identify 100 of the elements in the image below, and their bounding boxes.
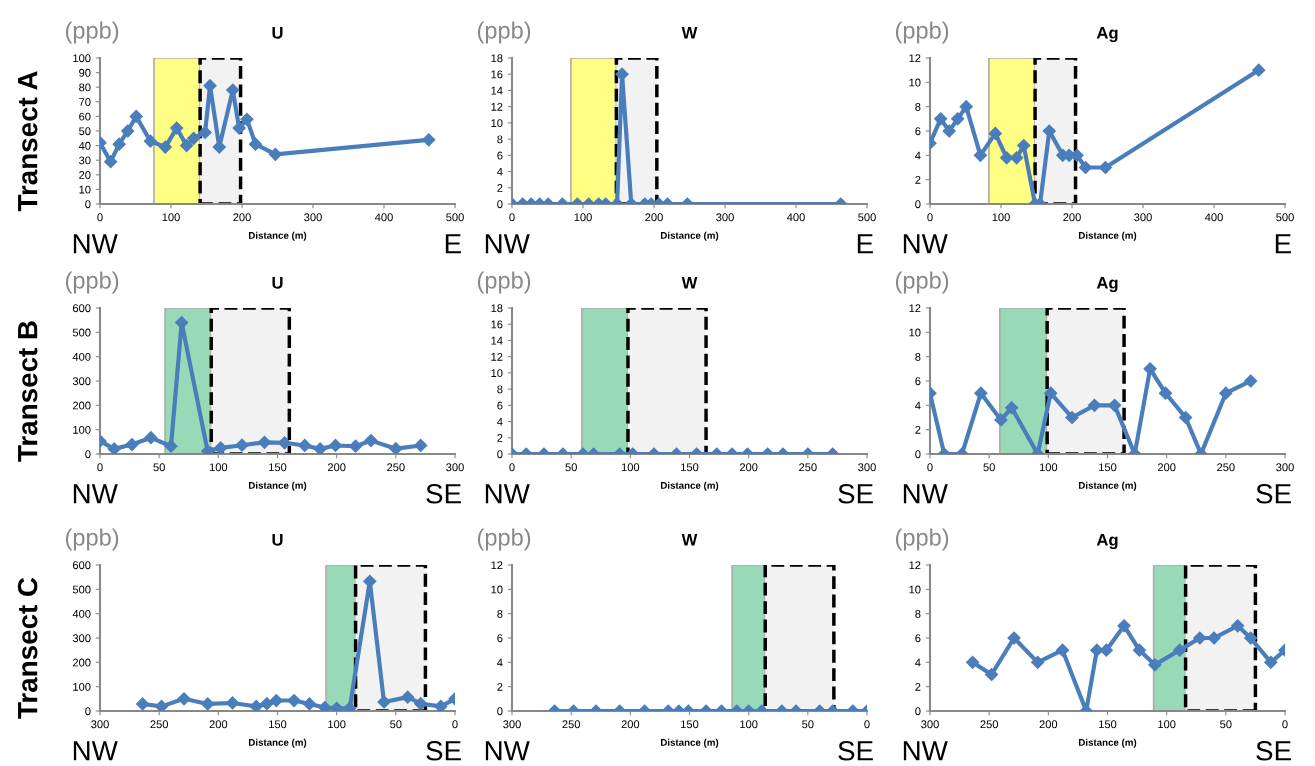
- y-tick-label: 0: [497, 450, 503, 459]
- y-tick-label: 10: [909, 585, 921, 594]
- y-tick-label: 6: [497, 151, 503, 160]
- y-tick-label: 300: [72, 634, 91, 643]
- point: [934, 112, 948, 126]
- text: NW: [903, 484, 948, 504]
- point: [1158, 386, 1173, 400]
- point: [1044, 386, 1058, 400]
- x-tick-label: 250: [980, 720, 998, 729]
- x-tick-label: 200: [1039, 720, 1058, 729]
- y-tick-label: 2: [915, 175, 921, 184]
- point: [1193, 631, 1207, 645]
- point: [1007, 631, 1021, 645]
- y-tick-label: 600: [73, 304, 91, 313]
- y-tick-label: 6: [915, 634, 921, 643]
- x-tick-label: 50: [983, 463, 995, 472]
- y-tick-label: 100: [73, 54, 91, 63]
- y-tick-label: 12: [909, 54, 921, 63]
- point: [302, 697, 317, 711]
- x-tick-label: 300: [921, 720, 939, 729]
- point: [298, 438, 312, 453]
- y-tick-label: 10: [491, 119, 503, 128]
- chart-title: W: [681, 277, 698, 289]
- y-tick-label: 300: [72, 377, 91, 386]
- point: [1087, 398, 1102, 412]
- x-tick-label: 150: [1099, 720, 1117, 729]
- y-tick-label: 4: [915, 658, 921, 667]
- point: [269, 693, 283, 708]
- y-tick-label: 10: [491, 369, 503, 378]
- x-tick-label: 150: [269, 720, 287, 729]
- point: [287, 693, 301, 708]
- x-tick-label: 200: [327, 463, 346, 472]
- text: NW: [73, 234, 118, 254]
- text: NW: [485, 741, 530, 761]
- text: NW: [73, 484, 118, 504]
- y-tick-label: 600: [73, 561, 91, 570]
- text: SE: [838, 483, 873, 504]
- point: [129, 109, 143, 123]
- text: NW: [903, 741, 948, 761]
- text: NW: [485, 234, 530, 254]
- text: E: [1275, 234, 1291, 254]
- point: [226, 83, 240, 97]
- y-tick-label: 90: [79, 68, 91, 77]
- y-tick-label: 18: [491, 54, 503, 63]
- point: [257, 435, 272, 449]
- point: [104, 155, 118, 169]
- y-tick-label: 20: [79, 171, 91, 179]
- point: [268, 147, 282, 161]
- x-axis-title: Distance (m): [1078, 481, 1137, 491]
- y-tick-label: 2: [915, 425, 921, 434]
- y-tick-label: 0: [85, 707, 91, 716]
- y-tick-label: 4: [915, 151, 921, 160]
- point: [951, 112, 965, 126]
- y-tick-label: 8: [497, 135, 503, 144]
- y-tick-label: 2: [915, 682, 921, 691]
- point: [136, 697, 150, 711]
- y-tick-label: 8: [497, 609, 503, 618]
- x-tick-label: 100: [574, 213, 592, 222]
- point: [214, 441, 228, 454]
- y-tick-label: 8: [915, 352, 921, 361]
- point: [434, 699, 448, 711]
- point: [377, 695, 391, 709]
- y-tick-label: 400: [72, 352, 91, 361]
- x-tick-label: 200: [621, 720, 640, 729]
- point: [959, 100, 973, 114]
- point: [125, 437, 139, 452]
- x-tick-label: 0: [97, 463, 103, 472]
- y-tick-label: 12: [491, 102, 503, 111]
- point: [1065, 410, 1079, 425]
- y-axis-title: (ppb): [65, 271, 119, 294]
- text: SE: [426, 740, 461, 761]
- text: Transect B: [18, 321, 38, 462]
- point: [994, 413, 1008, 427]
- x-tick-label: 0: [509, 213, 515, 222]
- y-tick-label: 12: [909, 561, 921, 570]
- x-tick-label: 100: [1039, 463, 1058, 472]
- point: [1231, 619, 1245, 633]
- point: [1148, 658, 1162, 672]
- x-tick-label: 200: [645, 213, 663, 222]
- x-tick-label: 0: [864, 720, 870, 729]
- x-tick-label: 250: [562, 720, 580, 729]
- chart-title: W: [681, 27, 698, 39]
- y-tick-label: 8: [915, 102, 921, 111]
- x-axis-title: Distance (m): [660, 231, 719, 241]
- y-tick-label: 4: [497, 658, 503, 667]
- point: [235, 438, 249, 452]
- x-tick-label: 300: [503, 720, 521, 729]
- y-tick-label: 6: [915, 377, 921, 386]
- x-axis-title: Distance (m): [660, 738, 719, 748]
- chart-title: U: [272, 27, 283, 39]
- point: [143, 134, 157, 148]
- y-tick-label: 10: [491, 585, 503, 594]
- point: [1055, 643, 1070, 657]
- y-tick-label: 40: [78, 141, 91, 150]
- point: [942, 124, 956, 138]
- y-tick-label: 14: [491, 336, 503, 345]
- x-tick-label: 100: [1158, 720, 1176, 729]
- x-tick-label: 0: [1282, 720, 1288, 729]
- y-tick-label: 30: [79, 156, 91, 165]
- y-tick-label: 80: [79, 83, 91, 92]
